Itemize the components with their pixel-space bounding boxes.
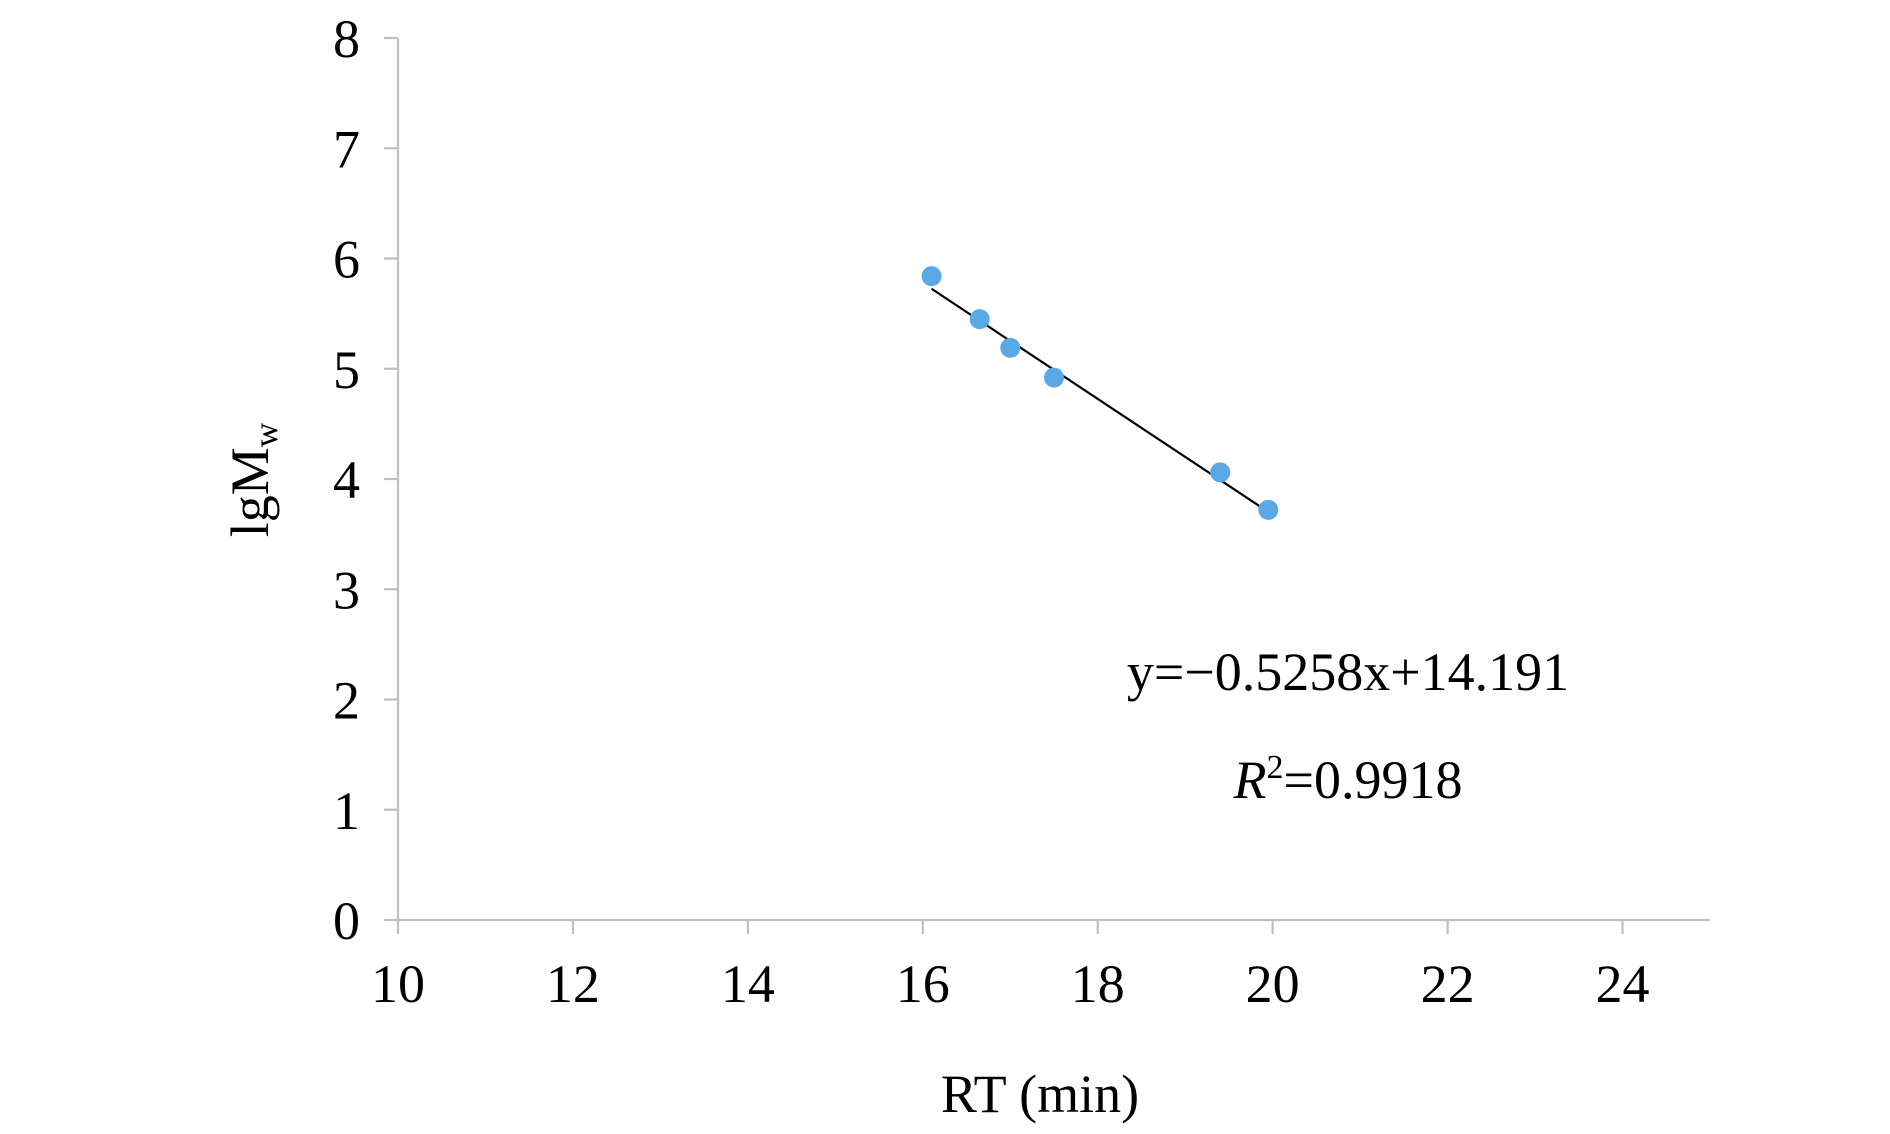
- data-point: [969, 309, 990, 330]
- data-point: [1258, 499, 1279, 520]
- x-tick-label: 10: [371, 954, 425, 1014]
- y-tick-label: 0: [333, 891, 360, 951]
- x-tick-label: 14: [721, 954, 775, 1014]
- y-axis-title-base: lgM: [220, 447, 280, 537]
- data-point: [1210, 462, 1231, 483]
- x-tick-label: 20: [1246, 954, 1300, 1014]
- x-tick-label: 12: [546, 954, 600, 1014]
- y-tick-label: 4: [333, 450, 360, 510]
- axes: [396, 38, 1710, 922]
- x-tick-label: 24: [1596, 954, 1650, 1014]
- data-point: [921, 266, 942, 287]
- x-tick-label: 16: [896, 954, 950, 1014]
- r-squared-annotation: R2=0.9918: [1233, 749, 1463, 810]
- equation-annotation: y=−0.5258x+14.191: [1127, 642, 1569, 702]
- y-tick-label: 2: [333, 671, 360, 731]
- y-tick-label: 5: [333, 340, 360, 400]
- r-squared-power: 2: [1267, 749, 1284, 786]
- y-tick-label: 1: [333, 781, 360, 841]
- data-points: [921, 266, 1279, 520]
- data-point: [1044, 367, 1064, 388]
- y-tick-label: 7: [333, 119, 360, 179]
- y-tick-label: 8: [333, 9, 360, 69]
- y-axis-title-subscript: w: [248, 422, 285, 447]
- y-tick-label: 3: [333, 560, 360, 620]
- r-squared-value: =0.9918: [1284, 750, 1463, 810]
- y-axis-ticks: 0 1 2 3 4 5 6 7 8: [333, 9, 398, 951]
- r-squared-symbol: R: [1233, 750, 1267, 810]
- data-point: [1000, 337, 1021, 358]
- x-axis-title: RT (min): [941, 1064, 1139, 1124]
- x-tick-label: 22: [1421, 954, 1475, 1014]
- y-axis-title: lgMw: [220, 422, 285, 537]
- x-axis-ticks: 10 12 14 16 18 20 22 24: [371, 920, 1650, 1014]
- y-tick-label: 6: [333, 230, 360, 290]
- x-tick-label: 18: [1071, 954, 1125, 1014]
